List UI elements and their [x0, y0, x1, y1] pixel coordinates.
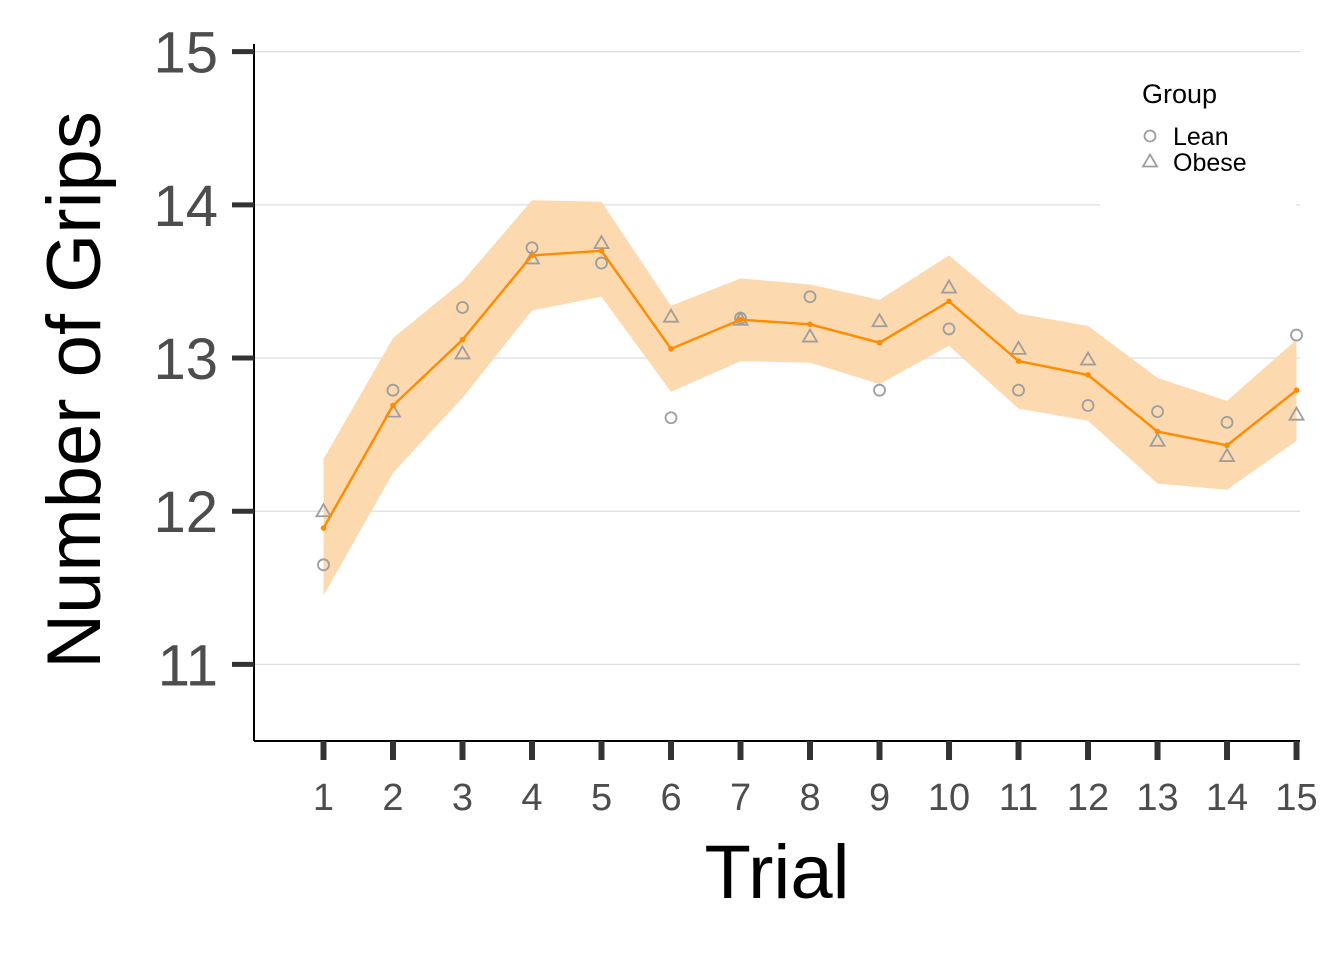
mean-point-14 — [1224, 442, 1230, 449]
mean-point-4 — [529, 252, 535, 259]
point-obese-4 — [523, 249, 541, 265]
point-lean-15 — [1290, 328, 1303, 342]
legend-lean-icon — [1143, 129, 1157, 143]
x-tick-label-15: 15 — [1275, 777, 1317, 819]
mean-point-3 — [459, 336, 466, 343]
point-lean-13 — [1151, 405, 1164, 419]
x-tick-label-10: 10 — [928, 777, 970, 819]
point-lean-6 — [664, 411, 678, 425]
point-obese-15 — [1287, 405, 1306, 421]
x-tick-label-12: 12 — [1067, 777, 1109, 819]
point-lean-14 — [1220, 415, 1234, 429]
x-tick-label-13: 13 — [1136, 777, 1178, 819]
y-tick-label-11: 11 — [158, 633, 218, 698]
mean-point-11 — [1015, 358, 1022, 364]
mean-point-13 — [1154, 428, 1161, 435]
point-lean-3 — [456, 301, 469, 314]
point-obese-14 — [1218, 447, 1236, 462]
point-obese-11 — [1009, 340, 1028, 355]
legend-lean-label: Lean — [1173, 123, 1229, 151]
x-tick-label-14: 14 — [1206, 777, 1248, 819]
point-obese-6 — [662, 307, 680, 323]
y-tick-label-14: 14 — [153, 174, 218, 239]
confidence-ribbon — [323, 200, 1297, 596]
point-lean-2 — [386, 383, 400, 397]
point-obese-12 — [1079, 350, 1097, 366]
mean-point-15 — [1293, 387, 1300, 394]
data-points — [314, 234, 1306, 572]
point-obese-8 — [801, 327, 819, 343]
x-tick-label-6: 6 — [660, 777, 681, 819]
point-obese-9 — [870, 312, 889, 328]
mean-line — [320, 248, 1300, 531]
point-lean-5 — [595, 256, 608, 270]
axes — [232, 44, 1300, 760]
mean-point-12 — [1085, 372, 1091, 378]
mean-point-6 — [668, 346, 674, 352]
mean-point-9 — [876, 339, 883, 346]
x-tick-label-2: 2 — [382, 777, 403, 819]
x-axis-title: Trial — [705, 830, 850, 915]
point-obese-13 — [1148, 431, 1167, 447]
point-obese-3 — [453, 344, 472, 360]
x-tick-label-7: 7 — [730, 777, 751, 819]
legend-obese-label: Obese — [1173, 149, 1247, 177]
point-lean-1 — [317, 558, 330, 572]
point-obese-10 — [940, 278, 958, 294]
mean-point-1 — [320, 525, 327, 531]
x-tick-label-8: 8 — [799, 777, 820, 819]
mean-point-8 — [807, 321, 813, 328]
point-lean-9 — [873, 383, 886, 397]
mean-point-5 — [598, 248, 605, 254]
mean-point-7 — [737, 316, 744, 323]
legend: Group Lean Obese — [1100, 70, 1296, 206]
point-lean-10 — [942, 322, 956, 336]
legend-background — [1100, 70, 1296, 206]
x-tick-label-4: 4 — [521, 777, 542, 819]
x-tick-label-9: 9 — [869, 777, 890, 819]
y-tick-label-15: 15 — [153, 21, 218, 86]
y-tick-label-13: 13 — [153, 327, 218, 392]
ribbon-area — [323, 200, 1297, 596]
y-axis-title: Number of Grips — [32, 111, 117, 669]
x-tick-label-3: 3 — [452, 777, 473, 819]
mean-point-10 — [946, 298, 952, 305]
y-tick-label-12: 12 — [153, 480, 218, 545]
mean-point-2 — [390, 402, 396, 409]
x-tick-label-5: 5 — [591, 777, 612, 819]
point-lean-11 — [1012, 383, 1025, 397]
point-lean-8 — [803, 290, 817, 304]
x-tick-label-1: 1 — [313, 777, 334, 819]
legend-obese-icon — [1141, 152, 1159, 168]
point-lean-12 — [1081, 399, 1095, 412]
point-obese-1 — [314, 502, 333, 518]
x-tick-label-11: 11 — [999, 777, 1038, 819]
legend-title: Group — [1142, 79, 1217, 109]
